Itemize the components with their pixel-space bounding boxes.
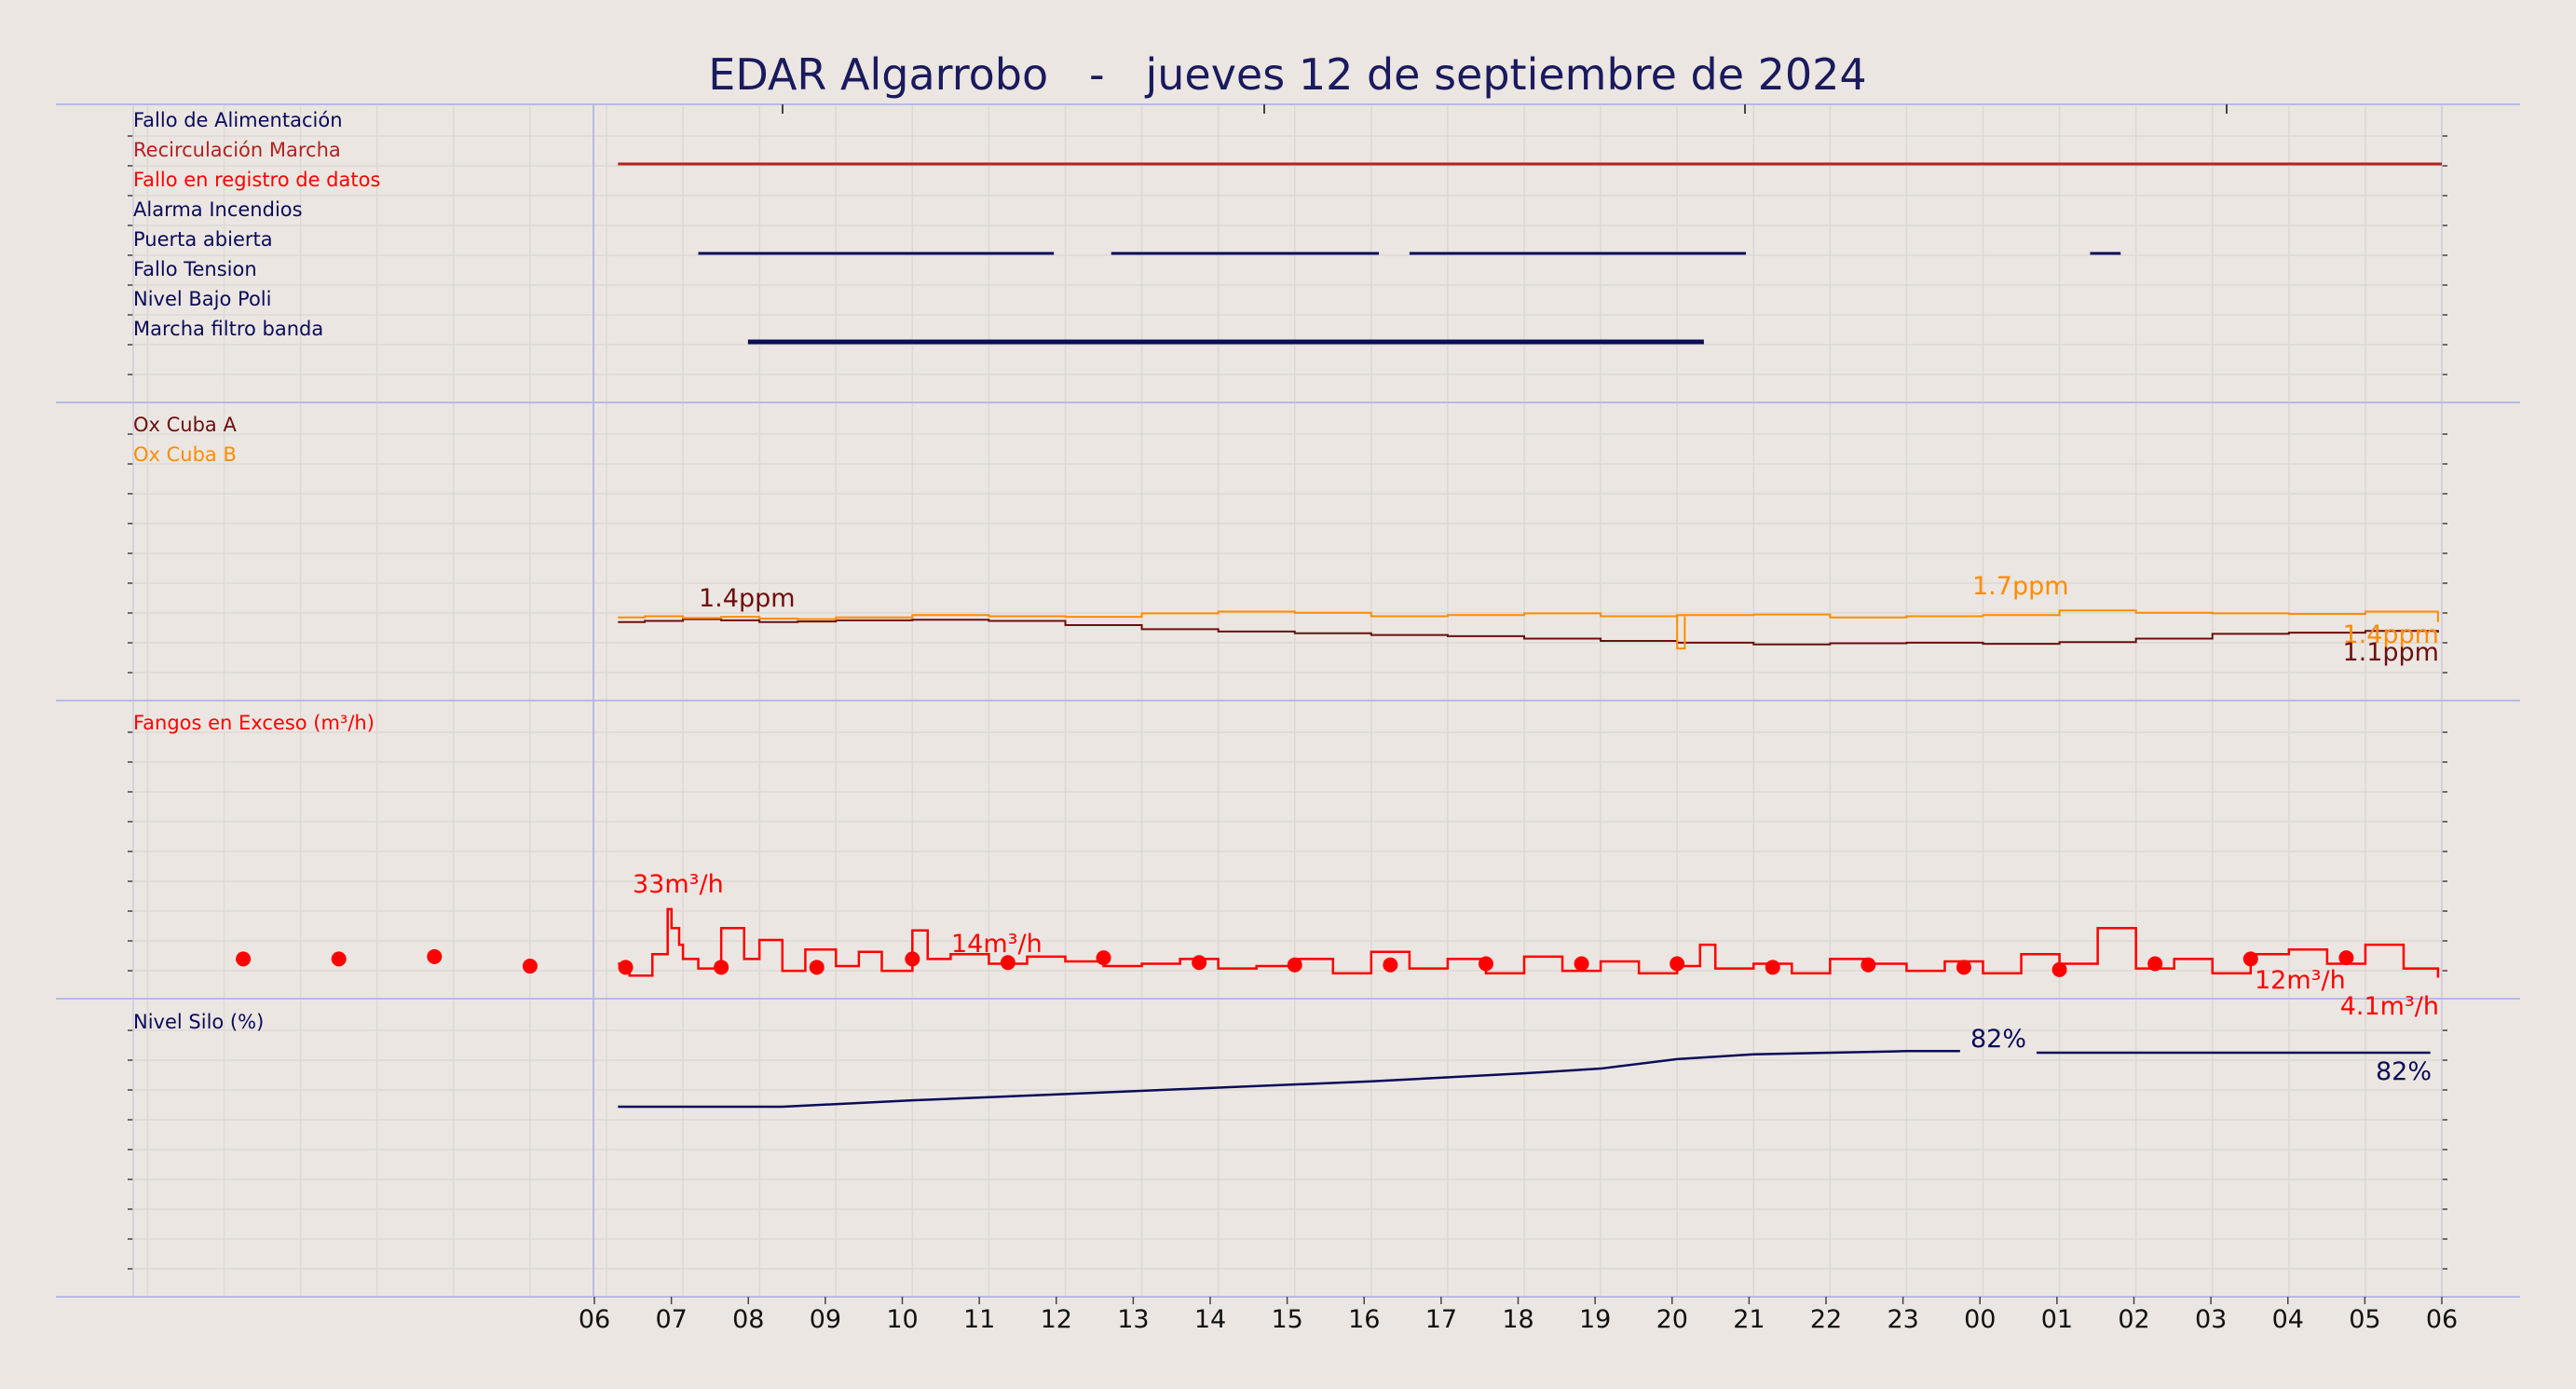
silo-legend-label: Nivel Silo (%) <box>133 1011 264 1033</box>
panel-dividers <box>56 103 2520 1298</box>
status-label: Marcha filtro banda <box>133 318 323 340</box>
x-tick-label: 15 <box>1271 1305 1302 1334</box>
x-tick-label: 00 <box>1964 1305 1996 1334</box>
fangos-point <box>2147 956 2163 972</box>
x-tick-label: 07 <box>655 1305 687 1334</box>
fangos-point <box>2051 961 2067 977</box>
status-label: Alarma Incendios <box>133 198 303 221</box>
oxygen-annotation: 1.4ppm <box>699 584 796 613</box>
x-tick-label: 23 <box>1887 1305 1918 1334</box>
x-tick-label: 20 <box>1656 1305 1688 1334</box>
x-axis: 06 07 08 09 10 11 12 13 14 15 16 17 18 19 20 21 22 23 00 01… <box>579 1297 2458 1334</box>
oxygen-series-line <box>618 609 2439 622</box>
silo-annotation: 82% <box>2376 1057 2432 1086</box>
fangos-point <box>331 951 347 967</box>
x-tick-label: 06 <box>579 1305 610 1334</box>
fangos-point <box>2338 950 2354 966</box>
x-tick-label: 21 <box>1733 1305 1765 1334</box>
x-tick-label: 22 <box>1810 1305 1842 1334</box>
fangos-point <box>905 951 920 967</box>
oxygen-annotation: 1.7ppm <box>1972 572 2069 601</box>
status-label: Fallo en registro de datos <box>133 169 380 191</box>
fangos-annotation: 12m³/h <box>2255 966 2346 995</box>
x-tick-label: 09 <box>810 1305 841 1334</box>
x-tick-label: 08 <box>732 1305 764 1334</box>
fangos-point <box>1574 956 1589 972</box>
oxygen-annotation: 1.4ppm <box>2342 620 2439 649</box>
fangos-point <box>1287 957 1302 973</box>
x-tick-label: 11 <box>963 1305 995 1334</box>
fangos-point <box>1000 955 1015 971</box>
fangos-point <box>1670 956 1685 972</box>
fangos-point <box>236 951 252 967</box>
fangos-point <box>618 960 634 975</box>
chart-title: EDAR Algarrobo - jueves 12 de septiembre… <box>708 49 1866 100</box>
x-tick-label: 18 <box>1502 1305 1533 1334</box>
x-tick-label: 17 <box>1425 1305 1457 1334</box>
x-tick-label: 04 <box>2272 1305 2304 1334</box>
status-label: Puerta abierta <box>133 228 273 251</box>
status-label: Recirculación Marcha <box>133 139 341 161</box>
oxygen-legend-label: Ox Cuba B <box>133 443 237 466</box>
x-tick-label: 02 <box>2118 1305 2149 1334</box>
x-tick-label: 01 <box>2041 1305 2073 1334</box>
status-panel: Fallo de Alimentación Recirculación March… <box>133 109 2442 345</box>
fangos-point <box>427 948 443 964</box>
status-label: Fallo de Alimentación <box>133 109 343 131</box>
fangos-point <box>714 960 729 975</box>
fangos-series-line <box>618 907 2440 978</box>
fangos-panel: Fangos en Exceso (m³/h) 33m³/h 14m³/h 12m³/… <box>133 712 2440 1021</box>
fangos-point <box>1192 955 1207 971</box>
fangos-annotation: 14m³/h <box>951 930 1043 959</box>
fangos-legend-label: Fangos en Exceso (m³/h) <box>133 712 375 734</box>
silo-annotation: 82% <box>1970 1025 2026 1054</box>
oxygen-annotation: 1.1ppm <box>2342 638 2439 667</box>
x-tick-label: 19 <box>1579 1305 1611 1334</box>
fangos-annotation: 4.1m³/h <box>2340 992 2439 1021</box>
x-tick-label: 06 <box>2426 1305 2458 1334</box>
x-tick-label: 13 <box>1117 1305 1149 1334</box>
x-tick-label: 12 <box>1041 1305 1072 1334</box>
fangos-annotation: 33m³/h <box>633 870 724 899</box>
x-tick-label: 14 <box>1194 1305 1226 1334</box>
silo-series-line <box>618 1050 1960 1109</box>
status-label: Fallo Tension <box>133 258 257 280</box>
fangos-point <box>1096 950 1111 966</box>
x-tick-label: 03 <box>2195 1305 2227 1334</box>
fangos-point <box>809 960 825 975</box>
fangos-point <box>522 959 538 974</box>
fangos-point <box>2242 951 2258 967</box>
x-tick-label: 10 <box>886 1305 918 1334</box>
silo-panel: Nivel Silo (%) 82% 82% <box>133 1011 2432 1109</box>
oxygen-legend-label: Ox Cuba A <box>133 414 237 436</box>
x-tick-label: 16 <box>1348 1305 1380 1334</box>
fangos-point <box>1383 957 1398 973</box>
fangos-point <box>1478 956 1493 972</box>
status-label: Nivel Bajo Poli <box>133 288 271 310</box>
oxygen-panel: Ox Cuba AOx Cuba B1.4ppm 1.7ppm1.4ppm1.1p… <box>133 414 2439 667</box>
fangos-point <box>1765 960 1780 975</box>
oxygen-dip <box>1676 615 1686 650</box>
fangos-point <box>1956 960 1971 975</box>
oxygen-series-line <box>618 618 2439 646</box>
x-tick-label: 05 <box>2349 1305 2380 1334</box>
fangos-point <box>1860 957 1876 973</box>
